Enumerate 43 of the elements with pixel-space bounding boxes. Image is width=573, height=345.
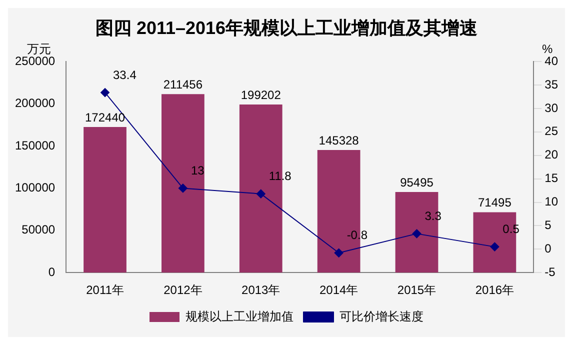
- y2-axis-title: %: [542, 42, 553, 56]
- data-label: 145328: [318, 133, 360, 148]
- chart-title: 图四 2011–2016年规模以上工业增加值及其增速: [95, 18, 478, 38]
- y2-tick-label: 35: [544, 77, 558, 92]
- data-label: 13: [190, 164, 205, 178]
- y-tick-label: 100000: [14, 180, 56, 195]
- legend-label: 规模以上工业增加值: [186, 309, 294, 324]
- data-label: 211456: [163, 77, 203, 92]
- y2-tick-label: 5: [544, 218, 552, 232]
- x-tick-label: 2013年: [242, 283, 280, 298]
- x-tick-label: 2016年: [475, 283, 514, 298]
- y-axis-title: 万元: [27, 42, 52, 56]
- data-label: 172440: [84, 110, 126, 124]
- point: [490, 242, 500, 252]
- point: [178, 184, 188, 193]
- y2-tick-label: 40: [544, 54, 558, 68]
- y-tick-label: 0: [48, 264, 56, 279]
- y-tick-label: 50000: [22, 222, 56, 237]
- y-tick-label: 200000: [14, 96, 56, 110]
- data-label: 71495: [478, 196, 512, 210]
- y2-tick-label: 20: [544, 148, 558, 162]
- y2-tick-label: 0: [544, 241, 552, 256]
- point: [412, 229, 422, 238]
- point: [100, 88, 110, 98]
- y2-tick-label: 10: [544, 194, 558, 209]
- x-tick-label: 2011年: [86, 283, 124, 298]
- data-label: 33.4: [113, 68, 137, 82]
- y-tick-label: 250000: [14, 54, 56, 68]
- x-tick-label: 2014年: [319, 283, 358, 298]
- y2-tick-label: 15: [544, 171, 558, 186]
- y2-tick-label: 30: [544, 100, 558, 115]
- y-tick-label: 150000: [14, 138, 56, 152]
- data-label: 199202: [240, 88, 282, 102]
- bar: [162, 94, 204, 273]
- point: [256, 189, 266, 198]
- y2-tick-label: 25: [544, 124, 558, 138]
- y2-tick-label: -5: [544, 264, 556, 279]
- x-tick-label: 2015年: [397, 283, 436, 298]
- legend-label: 可比价增长速度: [340, 309, 424, 324]
- x-tick-label: 2012年: [164, 283, 202, 298]
- bar: [84, 127, 126, 273]
- data-label: 95495: [400, 175, 434, 190]
- point: [334, 248, 344, 258]
